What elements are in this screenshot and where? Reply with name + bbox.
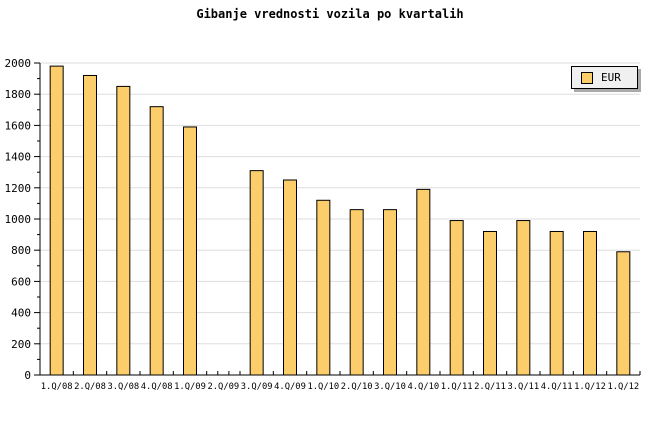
- chart-title: Gibanje vrednosti vozila po kvartalih: [196, 7, 464, 21]
- bar: [449, 220, 464, 376]
- x-tick-label: 1.Q/12: [607, 382, 639, 392]
- bar: [583, 230, 597, 376]
- x-tick-label: 1.Q/11: [441, 382, 473, 392]
- x-tick-label: 2.Q/11: [474, 382, 506, 392]
- y-tick-label: 600: [11, 275, 31, 288]
- x-tick-label: 1.Q/10: [307, 382, 339, 392]
- legend-swatch-icon: [581, 71, 593, 84]
- bar: [183, 126, 197, 376]
- bar: [383, 209, 397, 376]
- x-tick-label: 3.Q/08: [107, 382, 139, 392]
- x-tick-label: 4.Q/10: [407, 382, 439, 392]
- y-tick-label: 1800: [5, 88, 32, 101]
- x-tick-label: 3.Q/11: [507, 382, 539, 392]
- y-tick-label: 1000: [5, 213, 32, 226]
- x-tick-label: 4.Q/08: [141, 382, 173, 392]
- x-tick-label: 2.Q/08: [74, 382, 106, 392]
- y-tick-label: 400: [11, 307, 31, 320]
- y-tick-label: 1200: [5, 182, 32, 195]
- bar: [549, 230, 564, 376]
- bar: [516, 220, 531, 376]
- x-tick-label: 2.Q/09: [207, 382, 239, 392]
- bar: [249, 170, 264, 376]
- y-tick-label: 1600: [5, 119, 32, 132]
- bar: [616, 251, 631, 376]
- x-tick-label: 4.Q/09: [274, 382, 306, 392]
- bar: [416, 188, 431, 376]
- x-tick-label: 3.Q/09: [241, 382, 273, 392]
- x-tick-label: 1.Q/12: [574, 382, 606, 392]
- bar: [116, 85, 131, 376]
- bar: [483, 230, 497, 376]
- bar: [283, 179, 297, 376]
- y-tick-label: 2000: [5, 57, 32, 70]
- y-tick-label: 1400: [5, 151, 32, 164]
- bar: [349, 209, 364, 376]
- x-tick-label: 2.Q/10: [341, 382, 373, 392]
- bar: [149, 106, 164, 376]
- bar: [49, 65, 64, 376]
- y-tick-label: 0: [24, 369, 31, 382]
- y-tick-label: 800: [11, 244, 31, 257]
- x-tick-label: 3.Q/10: [374, 382, 406, 392]
- bar: [316, 199, 331, 376]
- legend-label: EUR: [601, 71, 621, 84]
- legend: EUR: [571, 66, 638, 89]
- x-tick-label: 4.Q/11: [541, 382, 573, 392]
- x-tick-label: 1.Q/08: [41, 382, 73, 392]
- bar: [83, 74, 97, 376]
- y-tick-label: 200: [11, 338, 31, 351]
- x-tick-label: 1.Q/09: [174, 382, 206, 392]
